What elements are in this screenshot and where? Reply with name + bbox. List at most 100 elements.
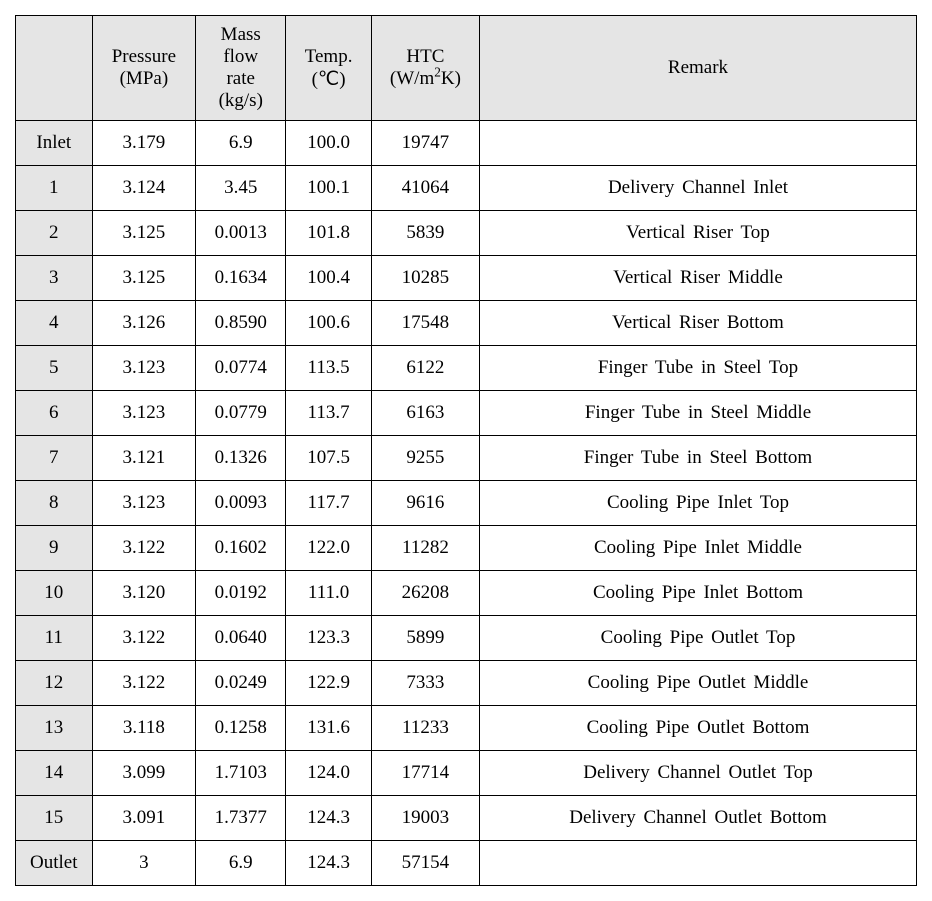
table-row: 83.1230.0093117.79616Cooling Pipe Inlet …	[16, 481, 917, 526]
cell-remark: Delivery Channel Inlet	[479, 166, 916, 211]
cell-pressure: 3.120	[92, 571, 196, 616]
cell-massflow: 0.0774	[196, 346, 286, 391]
cell-massflow: 6.9	[196, 121, 286, 166]
cell-rowlabel: Outlet	[16, 841, 93, 886]
cell-htc: 6122	[371, 346, 479, 391]
table-row: 103.1200.0192111.026208Cooling Pipe Inle…	[16, 571, 917, 616]
table-row: Inlet3.1796.9100.019747	[16, 121, 917, 166]
cell-htc: 10285	[371, 256, 479, 301]
cell-temp: 122.9	[286, 661, 372, 706]
table-row: 43.1260.8590100.617548Vertical Riser Bot…	[16, 301, 917, 346]
cell-htc: 7333	[371, 661, 479, 706]
cell-rowlabel: 9	[16, 526, 93, 571]
cell-rowlabel: 12	[16, 661, 93, 706]
cell-remark: Delivery Channel Outlet Bottom	[479, 796, 916, 841]
cell-remark: Finger Tube in Steel Bottom	[479, 436, 916, 481]
cell-temp: 100.0	[286, 121, 372, 166]
cell-rowlabel: Inlet	[16, 121, 93, 166]
cell-temp: 124.0	[286, 751, 372, 796]
cell-pressure: 3.179	[92, 121, 196, 166]
cell-rowlabel: 5	[16, 346, 93, 391]
cell-massflow: 0.1602	[196, 526, 286, 571]
cell-remark: Cooling Pipe Outlet Bottom	[479, 706, 916, 751]
cell-remark: Vertical Riser Middle	[479, 256, 916, 301]
cell-remark: Cooling Pipe Outlet Top	[479, 616, 916, 661]
cell-pressure: 3.125	[92, 211, 196, 256]
cell-remark: Finger Tube in Steel Middle	[479, 391, 916, 436]
cell-rowlabel: 14	[16, 751, 93, 796]
table-body: Inlet3.1796.9100.01974713.1243.45100.141…	[16, 121, 917, 886]
header-massflow-l1: Mass	[221, 24, 261, 45]
table-row: Outlet36.9124.357154	[16, 841, 917, 886]
cell-remark: Cooling Pipe Inlet Top	[479, 481, 916, 526]
cell-massflow: 3.45	[196, 166, 286, 211]
cell-temp: 124.3	[286, 796, 372, 841]
table-row: 113.1220.0640123.35899Cooling Pipe Outle…	[16, 616, 917, 661]
cell-remark: Delivery Channel Outlet Top	[479, 751, 916, 796]
cell-rowlabel: 2	[16, 211, 93, 256]
header-pressure-text: Pressure	[112, 46, 176, 67]
header-htc: HTC (W/m2K)	[371, 16, 479, 121]
table-row: 13.1243.45100.141064Delivery Channel Inl…	[16, 166, 917, 211]
header-temp: Temp. (℃)	[286, 16, 372, 121]
cell-remark: Vertical Riser Bottom	[479, 301, 916, 346]
cell-htc: 17548	[371, 301, 479, 346]
cell-massflow: 0.0192	[196, 571, 286, 616]
cell-rowlabel: 3	[16, 256, 93, 301]
cell-htc: 5839	[371, 211, 479, 256]
cell-pressure: 3.126	[92, 301, 196, 346]
cell-massflow: 0.0013	[196, 211, 286, 256]
cell-rowlabel: 8	[16, 481, 93, 526]
cell-temp: 111.0	[286, 571, 372, 616]
cell-temp: 113.5	[286, 346, 372, 391]
cell-temp: 124.3	[286, 841, 372, 886]
table-row: 53.1230.0774113.56122Finger Tube in Stee…	[16, 346, 917, 391]
cell-htc: 57154	[371, 841, 479, 886]
cell-htc: 6163	[371, 391, 479, 436]
cell-massflow: 0.0779	[196, 391, 286, 436]
cell-pressure: 3.124	[92, 166, 196, 211]
cell-remark: Finger Tube in Steel Top	[479, 346, 916, 391]
cell-massflow: 6.9	[196, 841, 286, 886]
cell-htc: 41064	[371, 166, 479, 211]
cell-remark	[479, 121, 916, 166]
cell-htc: 9255	[371, 436, 479, 481]
cell-pressure: 3.125	[92, 256, 196, 301]
cell-pressure: 3.122	[92, 526, 196, 571]
header-rowlabel	[16, 16, 93, 121]
cell-massflow: 1.7103	[196, 751, 286, 796]
cell-massflow: 0.0249	[196, 661, 286, 706]
header-massflow-l3: rate	[226, 68, 254, 89]
cell-pressure: 3	[92, 841, 196, 886]
cell-htc: 19003	[371, 796, 479, 841]
header-massflow-unit: (kg/s)	[219, 90, 263, 111]
table-row: 73.1210.1326107.59255Finger Tube in Stee…	[16, 436, 917, 481]
header-remark: Remark	[479, 16, 916, 121]
cell-temp: 131.6	[286, 706, 372, 751]
cell-rowlabel: 7	[16, 436, 93, 481]
cell-pressure: 3.123	[92, 481, 196, 526]
cell-temp: 101.8	[286, 211, 372, 256]
table-row: 123.1220.0249122.97333Cooling Pipe Outle…	[16, 661, 917, 706]
cell-rowlabel: 6	[16, 391, 93, 436]
cell-pressure: 3.122	[92, 661, 196, 706]
cell-pressure: 3.122	[92, 616, 196, 661]
table-row: 133.1180.1258131.611233Cooling Pipe Outl…	[16, 706, 917, 751]
cell-htc: 5899	[371, 616, 479, 661]
cell-massflow: 1.7377	[196, 796, 286, 841]
cell-htc: 9616	[371, 481, 479, 526]
table-row: 33.1250.1634100.410285Vertical Riser Mid…	[16, 256, 917, 301]
header-remark-text: Remark	[668, 57, 728, 78]
cell-rowlabel: 10	[16, 571, 93, 616]
cell-rowlabel: 1	[16, 166, 93, 211]
cell-remark: Cooling Pipe Outlet Middle	[479, 661, 916, 706]
cell-temp: 107.5	[286, 436, 372, 481]
cell-massflow: 0.1326	[196, 436, 286, 481]
table-row: 23.1250.0013101.85839Vertical Riser Top	[16, 211, 917, 256]
cell-rowlabel: 4	[16, 301, 93, 346]
cell-htc: 19747	[371, 121, 479, 166]
cell-massflow: 0.8590	[196, 301, 286, 346]
header-pressure: Pressure (MPa)	[92, 16, 196, 121]
header-temp-unit: (℃)	[312, 69, 346, 90]
table-row: 153.0911.7377124.319003Delivery Channel …	[16, 796, 917, 841]
